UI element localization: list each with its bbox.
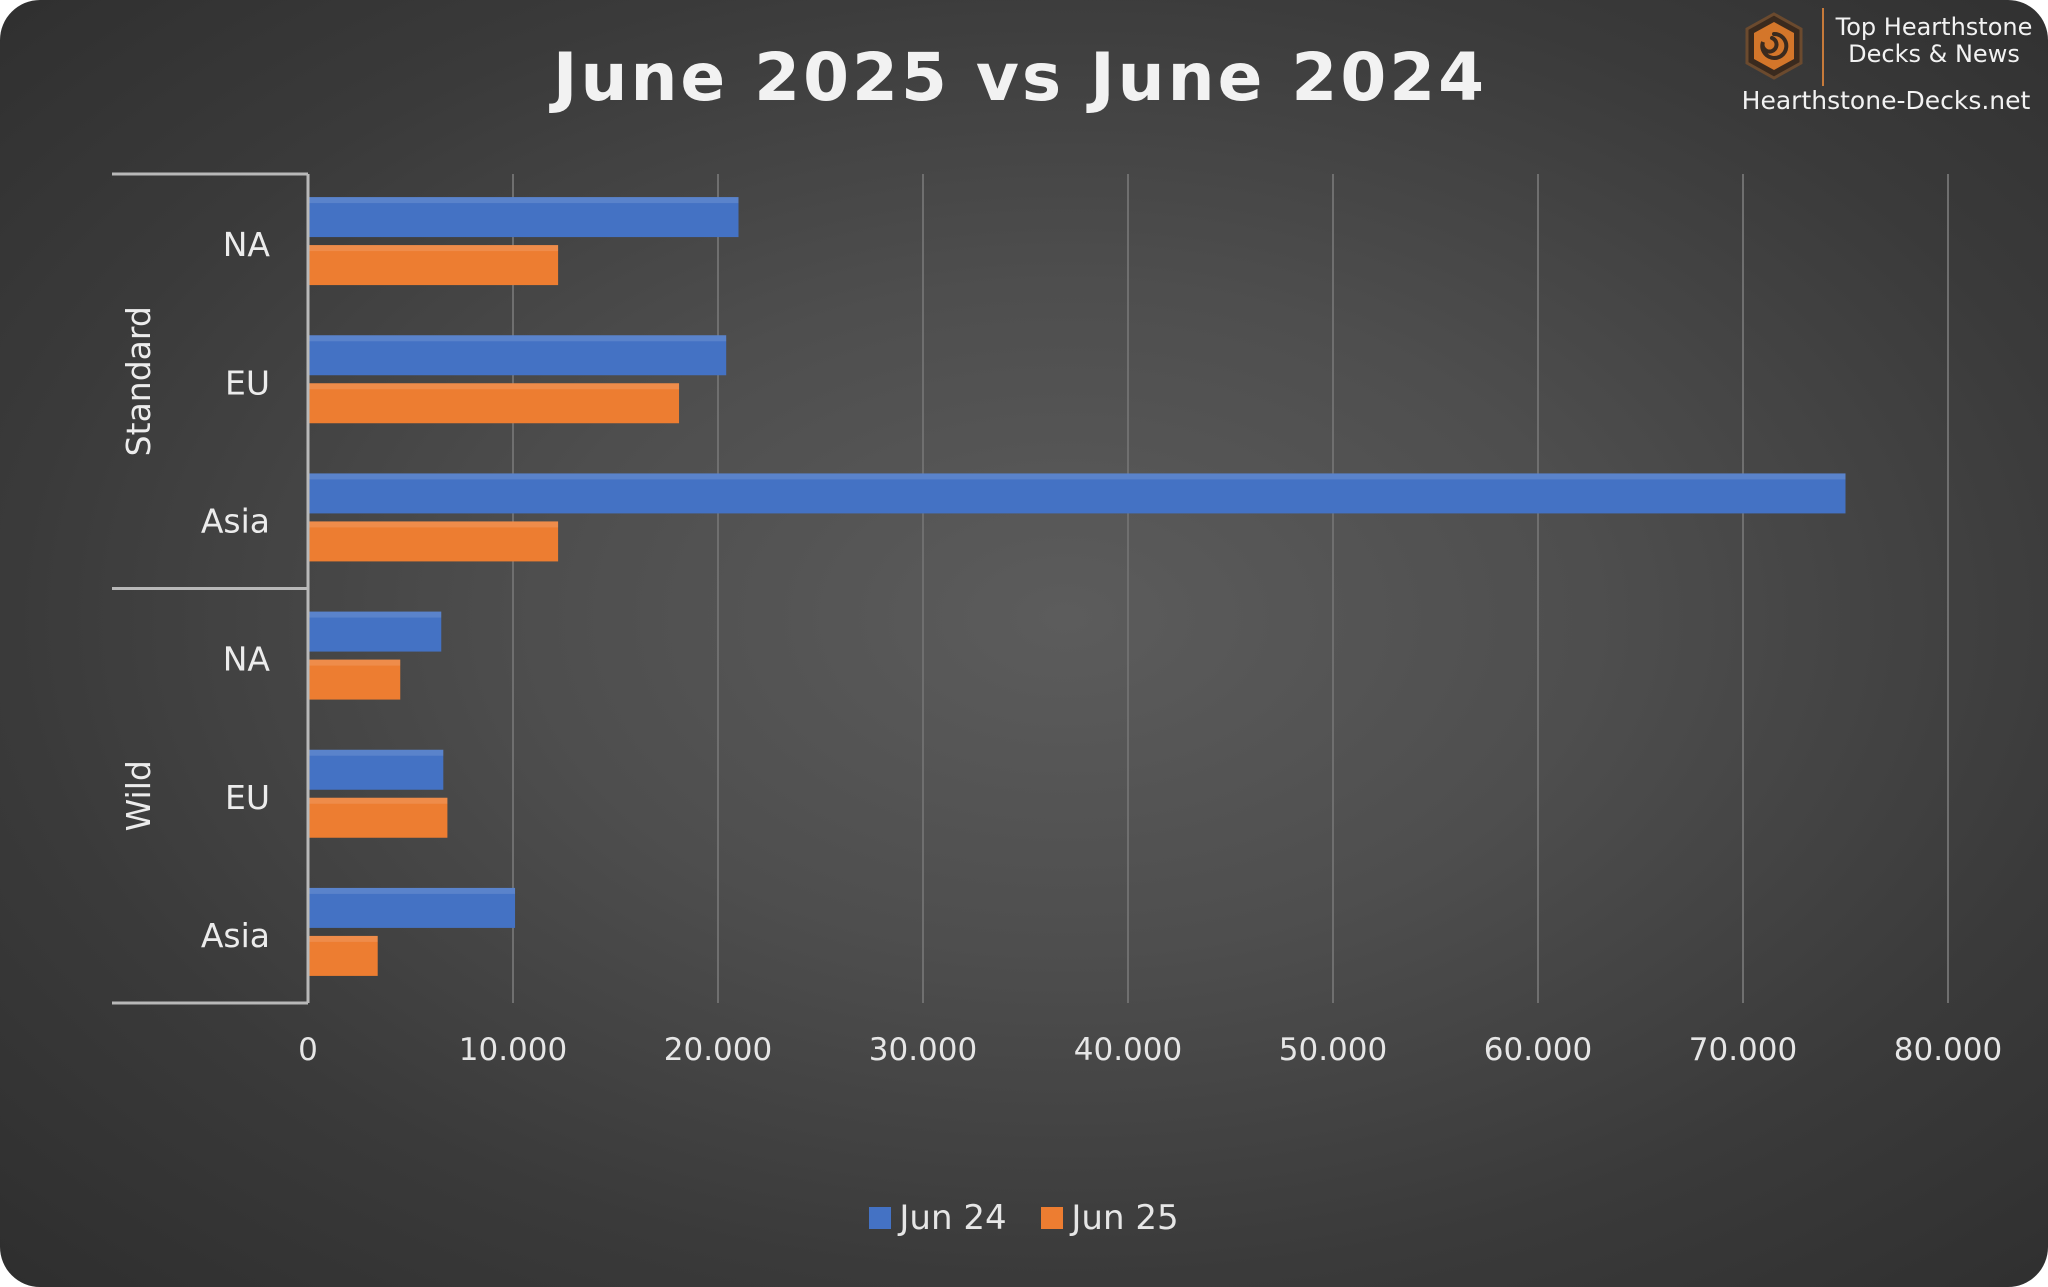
legend-item-jun-24: Jun 24 xyxy=(869,1198,1007,1238)
chart-legend: Jun 24 Jun 25 xyxy=(0,1198,2048,1238)
bar-jun-25 xyxy=(308,659,401,700)
watermark-logo: Top Hearthstone Decks & News Hearthstone… xyxy=(1736,4,2036,124)
logo-brand: Top Hearthstone Decks & News xyxy=(1832,14,2036,68)
x-tick-label: 50.000 xyxy=(1279,1032,1387,1068)
bar-highlight xyxy=(308,659,401,666)
category-label: EU xyxy=(225,363,270,402)
bar-highlight xyxy=(308,197,739,204)
category-label: NA xyxy=(223,225,271,264)
bar-highlight xyxy=(308,473,1846,480)
x-tick-label: 20.000 xyxy=(664,1032,772,1068)
chart-title: June 2025 vs June 2024 xyxy=(549,39,1487,116)
legend-label: Jun 24 xyxy=(899,1198,1007,1238)
x-tick-labels: 0 10.000 20.000 30.000 40.000 50.000 60.000 70.… xyxy=(298,1032,2002,1068)
bar-highlight xyxy=(308,335,727,342)
x-tick-label: 70.000 xyxy=(1689,1032,1797,1068)
legend-label: Jun 25 xyxy=(1071,1198,1179,1238)
category-label: Asia xyxy=(201,916,270,955)
x-tick-label: 0 xyxy=(298,1032,318,1068)
bar-jun-24 xyxy=(308,611,442,652)
gridlines xyxy=(512,174,1949,1003)
logo-divider xyxy=(1822,8,1824,86)
bar-jun-25 xyxy=(308,383,680,424)
category-label: EU xyxy=(225,778,270,817)
bar-jun-25 xyxy=(308,521,559,562)
category-axis: NA EU Asia Standard NA EU Asia Wild xyxy=(112,172,310,1005)
group-label: Wild xyxy=(119,760,158,831)
bar-jun-24 xyxy=(308,887,516,928)
legend-swatch xyxy=(1041,1207,1064,1229)
logo-site-url: Hearthstone-Decks.net xyxy=(1741,86,2031,115)
bar-highlight xyxy=(308,797,448,804)
bar-jun-24 xyxy=(308,335,727,376)
bar-highlight xyxy=(308,521,559,528)
legend-item-jun-25: Jun 25 xyxy=(1041,1198,1179,1238)
bar-jun-24 xyxy=(308,197,739,238)
x-tick-label: 30.000 xyxy=(869,1032,977,1068)
bar-highlight xyxy=(308,887,516,894)
bar-jun-24 xyxy=(308,749,444,790)
x-tick-label: 40.000 xyxy=(1074,1032,1182,1068)
bar-jun-25 xyxy=(308,797,448,838)
group-label: Standard xyxy=(119,306,158,456)
category-label: Asia xyxy=(201,501,270,540)
category-label: NA xyxy=(223,640,271,679)
bar-highlight xyxy=(308,245,559,252)
bar-jun-25 xyxy=(308,245,559,286)
bar-highlight xyxy=(308,383,680,390)
x-tick-label: 10.000 xyxy=(459,1032,567,1068)
x-tick-label: 60.000 xyxy=(1484,1032,1592,1068)
bar-jun-24 xyxy=(308,473,1846,514)
hearthstone-logo-icon xyxy=(1745,12,1803,80)
bar-highlight xyxy=(308,611,442,618)
bar-highlight xyxy=(308,749,444,756)
brand-line-1: Top Hearthstone xyxy=(1835,13,2033,41)
brand-line-2: Decks & News xyxy=(1848,40,2020,68)
legend-swatch xyxy=(869,1207,892,1229)
bar-highlight xyxy=(308,935,378,942)
bars xyxy=(308,197,1846,976)
x-tick-label: 80.000 xyxy=(1894,1032,2002,1068)
bar-jun-25 xyxy=(308,935,378,976)
